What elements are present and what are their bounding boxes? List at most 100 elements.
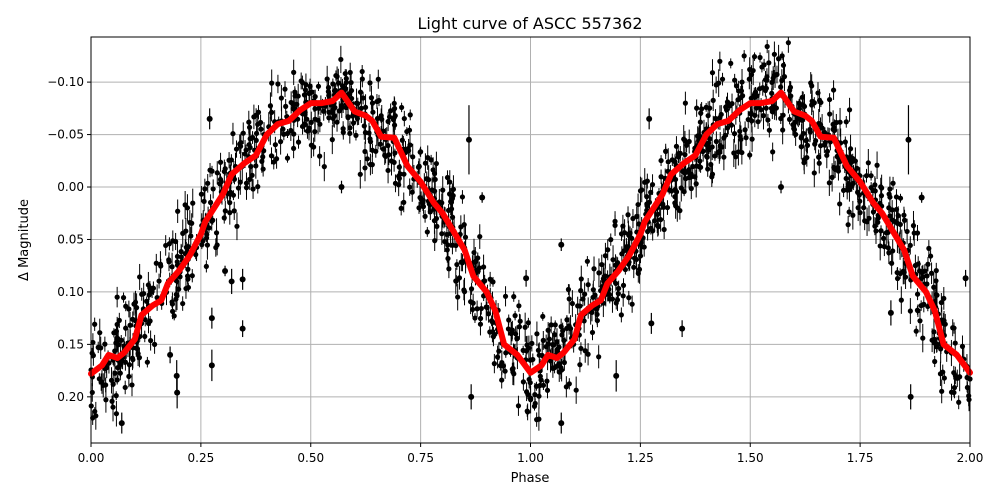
data-point xyxy=(755,119,761,125)
data-point xyxy=(780,62,787,68)
data-point xyxy=(407,142,413,148)
data-point xyxy=(764,77,770,83)
y-tick-label: 0.00 xyxy=(57,180,84,194)
data-point xyxy=(97,330,103,336)
data-point xyxy=(962,275,969,282)
data-point xyxy=(746,76,752,82)
data-point xyxy=(362,130,369,136)
data-point xyxy=(774,71,780,78)
data-point xyxy=(422,213,428,219)
data-point xyxy=(272,142,278,148)
data-point xyxy=(623,244,630,250)
data-point xyxy=(742,127,748,133)
data-point xyxy=(185,284,192,291)
data-point xyxy=(584,258,590,264)
data-point xyxy=(732,77,738,83)
data-point xyxy=(646,115,653,122)
data-point xyxy=(348,79,354,86)
data-point xyxy=(781,74,788,80)
data-point xyxy=(618,312,624,318)
data-point xyxy=(865,160,871,166)
data-point xyxy=(538,377,544,383)
data-point xyxy=(92,321,98,327)
data-point xyxy=(497,362,503,369)
data-point xyxy=(937,371,944,377)
data-point xyxy=(831,124,837,130)
data-point xyxy=(281,131,287,137)
data-point xyxy=(798,134,805,140)
data-point xyxy=(230,131,236,137)
data-point xyxy=(187,219,193,226)
data-point xyxy=(679,325,686,332)
data-point xyxy=(645,228,651,235)
data-point xyxy=(208,362,215,369)
data-point xyxy=(246,142,252,148)
data-point xyxy=(153,260,159,266)
data-point xyxy=(431,170,438,177)
data-point xyxy=(564,325,570,331)
data-point xyxy=(788,93,794,99)
data-point xyxy=(933,268,939,274)
data-point xyxy=(233,146,240,152)
data-point xyxy=(447,179,453,185)
data-point xyxy=(527,357,533,363)
data-point xyxy=(525,409,531,415)
data-point xyxy=(123,303,129,309)
data-point xyxy=(112,348,118,354)
data-point xyxy=(479,194,486,201)
data-point xyxy=(824,152,830,158)
data-point xyxy=(874,162,880,168)
data-point xyxy=(926,245,932,252)
data-point xyxy=(230,192,237,198)
data-point xyxy=(901,212,907,218)
data-point xyxy=(548,322,554,328)
data-point xyxy=(861,205,867,211)
data-point xyxy=(169,308,176,315)
data-point xyxy=(629,301,635,307)
y-tick-label: 0.15 xyxy=(57,337,84,351)
data-point xyxy=(510,369,516,375)
data-point xyxy=(209,168,215,174)
data-point xyxy=(407,112,413,118)
data-point xyxy=(496,348,502,354)
data-point xyxy=(445,255,451,262)
data-point xyxy=(914,291,921,297)
data-point xyxy=(801,160,807,166)
data-point xyxy=(468,393,475,400)
data-point xyxy=(442,238,448,245)
data-point xyxy=(954,375,960,381)
data-point xyxy=(846,209,852,215)
data-point xyxy=(424,229,430,235)
data-point xyxy=(458,259,464,265)
data-point xyxy=(650,228,656,234)
data-point xyxy=(631,264,637,270)
data-point xyxy=(921,301,927,307)
data-point xyxy=(791,125,797,132)
data-point xyxy=(745,116,751,123)
data-point xyxy=(334,119,340,125)
data-point xyxy=(506,317,512,323)
data-point xyxy=(811,170,817,176)
data-point xyxy=(551,365,558,371)
data-point xyxy=(354,115,360,122)
y-tick-label: −0.10 xyxy=(47,75,84,89)
data-point xyxy=(89,350,95,356)
chart-title: Light curve of ASCC 557362 xyxy=(417,14,642,33)
data-point xyxy=(672,176,679,183)
data-point xyxy=(477,233,483,240)
data-point xyxy=(392,113,398,119)
data-point xyxy=(737,133,743,139)
observations-band xyxy=(88,37,973,431)
data-point xyxy=(637,253,644,259)
data-point xyxy=(528,395,534,401)
data-point xyxy=(894,220,900,226)
data-point xyxy=(705,113,711,119)
data-point xyxy=(818,143,824,149)
data-point xyxy=(565,286,572,293)
data-point xyxy=(440,187,446,193)
data-point xyxy=(907,308,913,314)
data-point xyxy=(234,223,240,229)
data-point xyxy=(728,60,734,66)
data-point xyxy=(447,191,453,197)
data-point xyxy=(590,287,596,293)
